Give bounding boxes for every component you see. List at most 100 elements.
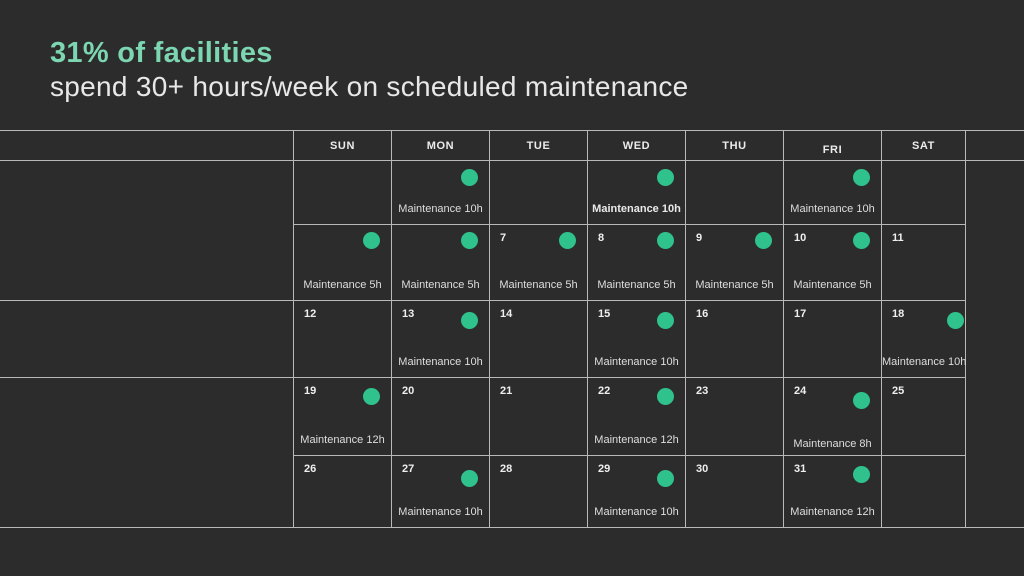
calendar-cell: 12 [294, 301, 392, 378]
maintenance-label: Maintenance 12h [790, 506, 875, 518]
maintenance-label: Maintenance 10h [592, 203, 681, 215]
calendar-cell: 29 Maintenance 10h [588, 456, 686, 527]
day-number: 28 [500, 463, 513, 475]
calendar-cell: 20 [392, 378, 490, 456]
calendar-cell: 19 Maintenance 12h [294, 378, 392, 456]
maintenance-label: Maintenance 5h [695, 279, 774, 291]
maintenance-dot [461, 169, 478, 186]
maintenance-label: Maintenance 10h [398, 356, 483, 368]
maintenance-dot [657, 388, 674, 405]
day-header-wed: WED [588, 131, 686, 161]
maintenance-dot [657, 232, 674, 249]
calendar-cell: Maintenance 5h [392, 225, 490, 301]
day-number: 12 [304, 308, 317, 320]
maintenance-label: Maintenance 8h [793, 438, 872, 450]
day-number: 24 [794, 385, 807, 397]
day-header-label: FRI [822, 143, 843, 156]
calendar-cell [686, 161, 784, 225]
calendar-cell [294, 161, 392, 225]
maintenance-dot [853, 232, 870, 249]
maintenance-label: Maintenance 5h [401, 279, 480, 291]
day-number: 14 [500, 308, 513, 320]
calendar-cell [882, 456, 966, 527]
day-header-tue: TUE [490, 131, 588, 161]
maintenance-label: Maintenance 5h [597, 279, 676, 291]
maintenance-dot [853, 466, 870, 483]
maintenance-label: Maintenance 12h [594, 434, 679, 446]
day-number: 26 [304, 463, 317, 475]
day-number: 15 [598, 308, 611, 320]
calendar-cell: 28 [490, 456, 588, 527]
calendar-cell: 24 Maintenance 8h [784, 378, 882, 456]
maintenance-label: Maintenance 10h [882, 356, 967, 368]
title-subtitle: spend 30+ hours/week on scheduled mainte… [50, 71, 689, 102]
header-spacer-right [966, 131, 1024, 161]
day-header-label: SAT [912, 139, 935, 152]
maintenance-label: Maintenance 10h [594, 506, 679, 518]
day-number: 16 [696, 308, 709, 320]
calendar-cell: 10 Maintenance 5h [784, 225, 882, 301]
day-number: 11 [892, 232, 904, 244]
day-number: 25 [892, 385, 905, 397]
calendar-cell: 23 [686, 378, 784, 456]
day-header-sat: SAT [882, 131, 966, 161]
header-spacer-left [0, 131, 294, 161]
day-number: 7 [500, 232, 507, 244]
calendar-cell: 7 Maintenance 5h [490, 225, 588, 301]
calendar-cell: 27 Maintenance 10h [392, 456, 490, 527]
calendar-cell [882, 161, 966, 225]
maintenance-dot [853, 392, 870, 409]
maintenance-dot [461, 312, 478, 329]
day-number: 18 [892, 308, 905, 320]
day-number: 17 [794, 308, 807, 320]
maintenance-dot [657, 312, 674, 329]
day-header-mon: MON [392, 131, 490, 161]
calendar-cell: Maintenance 5h [294, 225, 392, 301]
day-number: 23 [696, 385, 709, 397]
day-header-sun: SUN [294, 131, 392, 161]
calendar-cell: Maintenance 10h [784, 161, 882, 225]
calendar-cell: 26 [294, 456, 392, 527]
maintenance-dot [947, 312, 964, 329]
maintenance-label: Maintenance 10h [594, 356, 679, 368]
maintenance-label: Maintenance 10h [398, 506, 483, 518]
calendar-cell: 15 Maintenance 10h [588, 301, 686, 378]
day-header-label: TUE [526, 139, 551, 152]
day-header-thu: THU [686, 131, 784, 161]
maintenance-label: Maintenance 12h [300, 434, 385, 446]
calendar-table: SUN MON TUE WED THU FRI SAT Maintenance 10h Main… [0, 130, 1024, 528]
day-header-label: WED [622, 139, 651, 152]
maintenance-label: Maintenance 5h [499, 279, 578, 291]
day-number: 31 [794, 463, 807, 475]
calendar-cell: 21 [490, 378, 588, 456]
calendar-cell: 31 Maintenance 12h [784, 456, 882, 527]
calendar-cell: 16 [686, 301, 784, 378]
calendar-cell: Maintenance 10h [588, 161, 686, 225]
day-header-label: SUN [329, 139, 356, 152]
calendar-cell: 17 [784, 301, 882, 378]
maintenance-dot [363, 232, 380, 249]
title-highlight: 31% of facilities [50, 37, 273, 69]
calendar-cell: 11 [882, 225, 966, 301]
maintenance-dot [363, 388, 380, 405]
day-number: 30 [696, 463, 709, 475]
day-header-label: THU [722, 139, 747, 152]
right-span-cell [966, 161, 1024, 527]
calendar-cell [490, 161, 588, 225]
maintenance-dot [657, 470, 674, 487]
left-span-cell [0, 301, 294, 378]
slide-title: 31% of facilities spend 30+ hours/week o… [50, 36, 689, 104]
calendar-cell: 22 Maintenance 12h [588, 378, 686, 456]
maintenance-dot [559, 232, 576, 249]
day-number: 9 [696, 232, 703, 244]
maintenance-label: Maintenance 10h [398, 203, 483, 215]
day-number: 21 [500, 385, 513, 397]
day-number: 10 [794, 232, 807, 244]
day-header-label: MON [426, 139, 455, 152]
day-header-fri: FRI [784, 131, 882, 161]
left-span-cell [0, 378, 294, 527]
maintenance-label: Maintenance 10h [790, 203, 875, 215]
maintenance-dot [461, 470, 478, 487]
calendar-cell: 18 Maintenance 10h [882, 301, 966, 378]
